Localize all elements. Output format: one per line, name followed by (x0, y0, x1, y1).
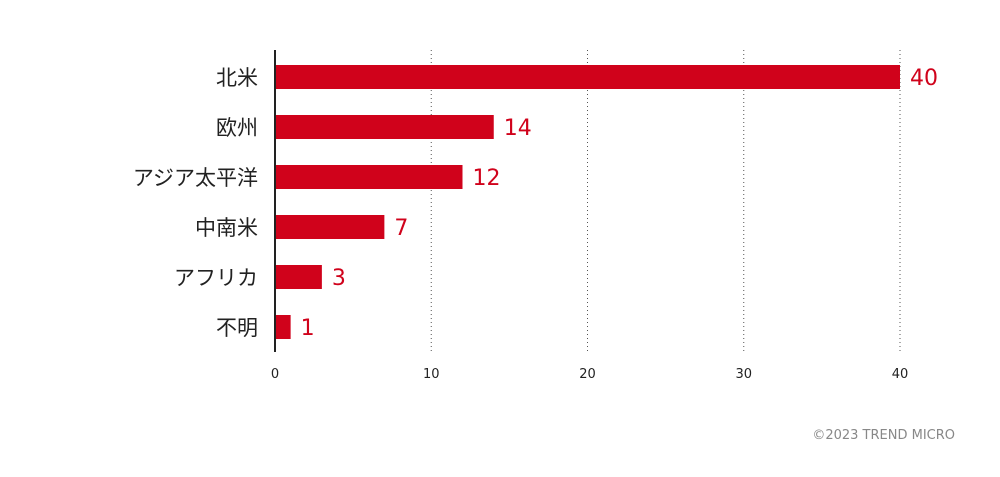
value-label: 3 (332, 266, 346, 291)
category-label: 欧州 (216, 116, 258, 140)
x-tick-label: 30 (735, 367, 752, 382)
grid-lines (430, 50, 901, 352)
category-label: 不明 (216, 316, 258, 340)
value-label: 12 (473, 166, 501, 191)
bar (275, 165, 463, 189)
copyright-text: ©2023 TREND MICRO (812, 428, 955, 443)
bar (275, 315, 291, 339)
category-label: アフリカ (174, 266, 258, 290)
x-tick-label: 40 (892, 367, 909, 382)
category-label: 中南米 (195, 216, 258, 240)
x-tick-label: 0 (271, 367, 279, 382)
value-label: 14 (504, 116, 532, 141)
x-tick-labels: 0 10 20 30 40 (271, 367, 908, 382)
bar (275, 215, 385, 239)
value-label: 7 (394, 216, 408, 241)
category-label: アジア太平洋 (133, 166, 258, 190)
value-label: 1 (301, 316, 315, 341)
bar (275, 65, 900, 89)
bar (275, 265, 322, 289)
x-tick-label: 10 (423, 367, 440, 382)
bar (275, 115, 494, 139)
value-label: 40 (910, 66, 938, 91)
bars (275, 65, 900, 339)
category-label: 北米 (216, 66, 258, 90)
x-tick-label: 20 (579, 367, 596, 382)
